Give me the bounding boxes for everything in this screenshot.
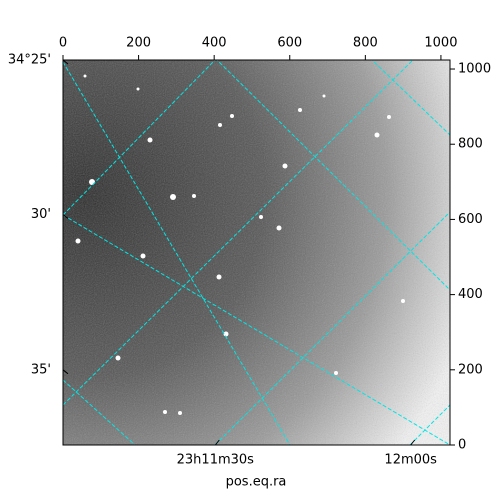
y-tick-label: 400 — [458, 287, 483, 302]
x-axis-label: pos.eq.ra — [226, 475, 287, 490]
x-tick-label: 1000 — [424, 36, 457, 51]
x-tick-label: 200 — [126, 36, 151, 51]
y-tick-label: 1000 — [458, 62, 491, 77]
x-tick-label: 800 — [353, 36, 378, 51]
ra-tick — [214, 439, 220, 446]
ra-tick-label: 12m00s — [384, 453, 437, 468]
dec-tick — [62, 369, 69, 375]
dec-tick-label: 30' — [31, 207, 51, 222]
dec-tick-label: 35' — [31, 362, 51, 377]
y-tick-label: 600 — [458, 212, 483, 227]
ra-tick — [410, 439, 416, 446]
y-tick-label: 800 — [458, 137, 483, 152]
dec-tick — [62, 59, 69, 65]
ra-tick-label: 23h11m30s — [177, 453, 255, 468]
x-tick-label: 0 — [59, 36, 67, 51]
x-tick-label: 600 — [277, 36, 302, 51]
dec-tick — [62, 214, 69, 219]
x-tick-label: 400 — [202, 36, 227, 51]
frame — [62, 59, 451, 446]
grid-lines — [63, 60, 450, 445]
image — [63, 60, 450, 445]
y-tick-label: 0 — [458, 438, 466, 453]
y-tick-label: 200 — [458, 362, 483, 377]
dec-tick-label: 34°25' — [8, 53, 51, 68]
